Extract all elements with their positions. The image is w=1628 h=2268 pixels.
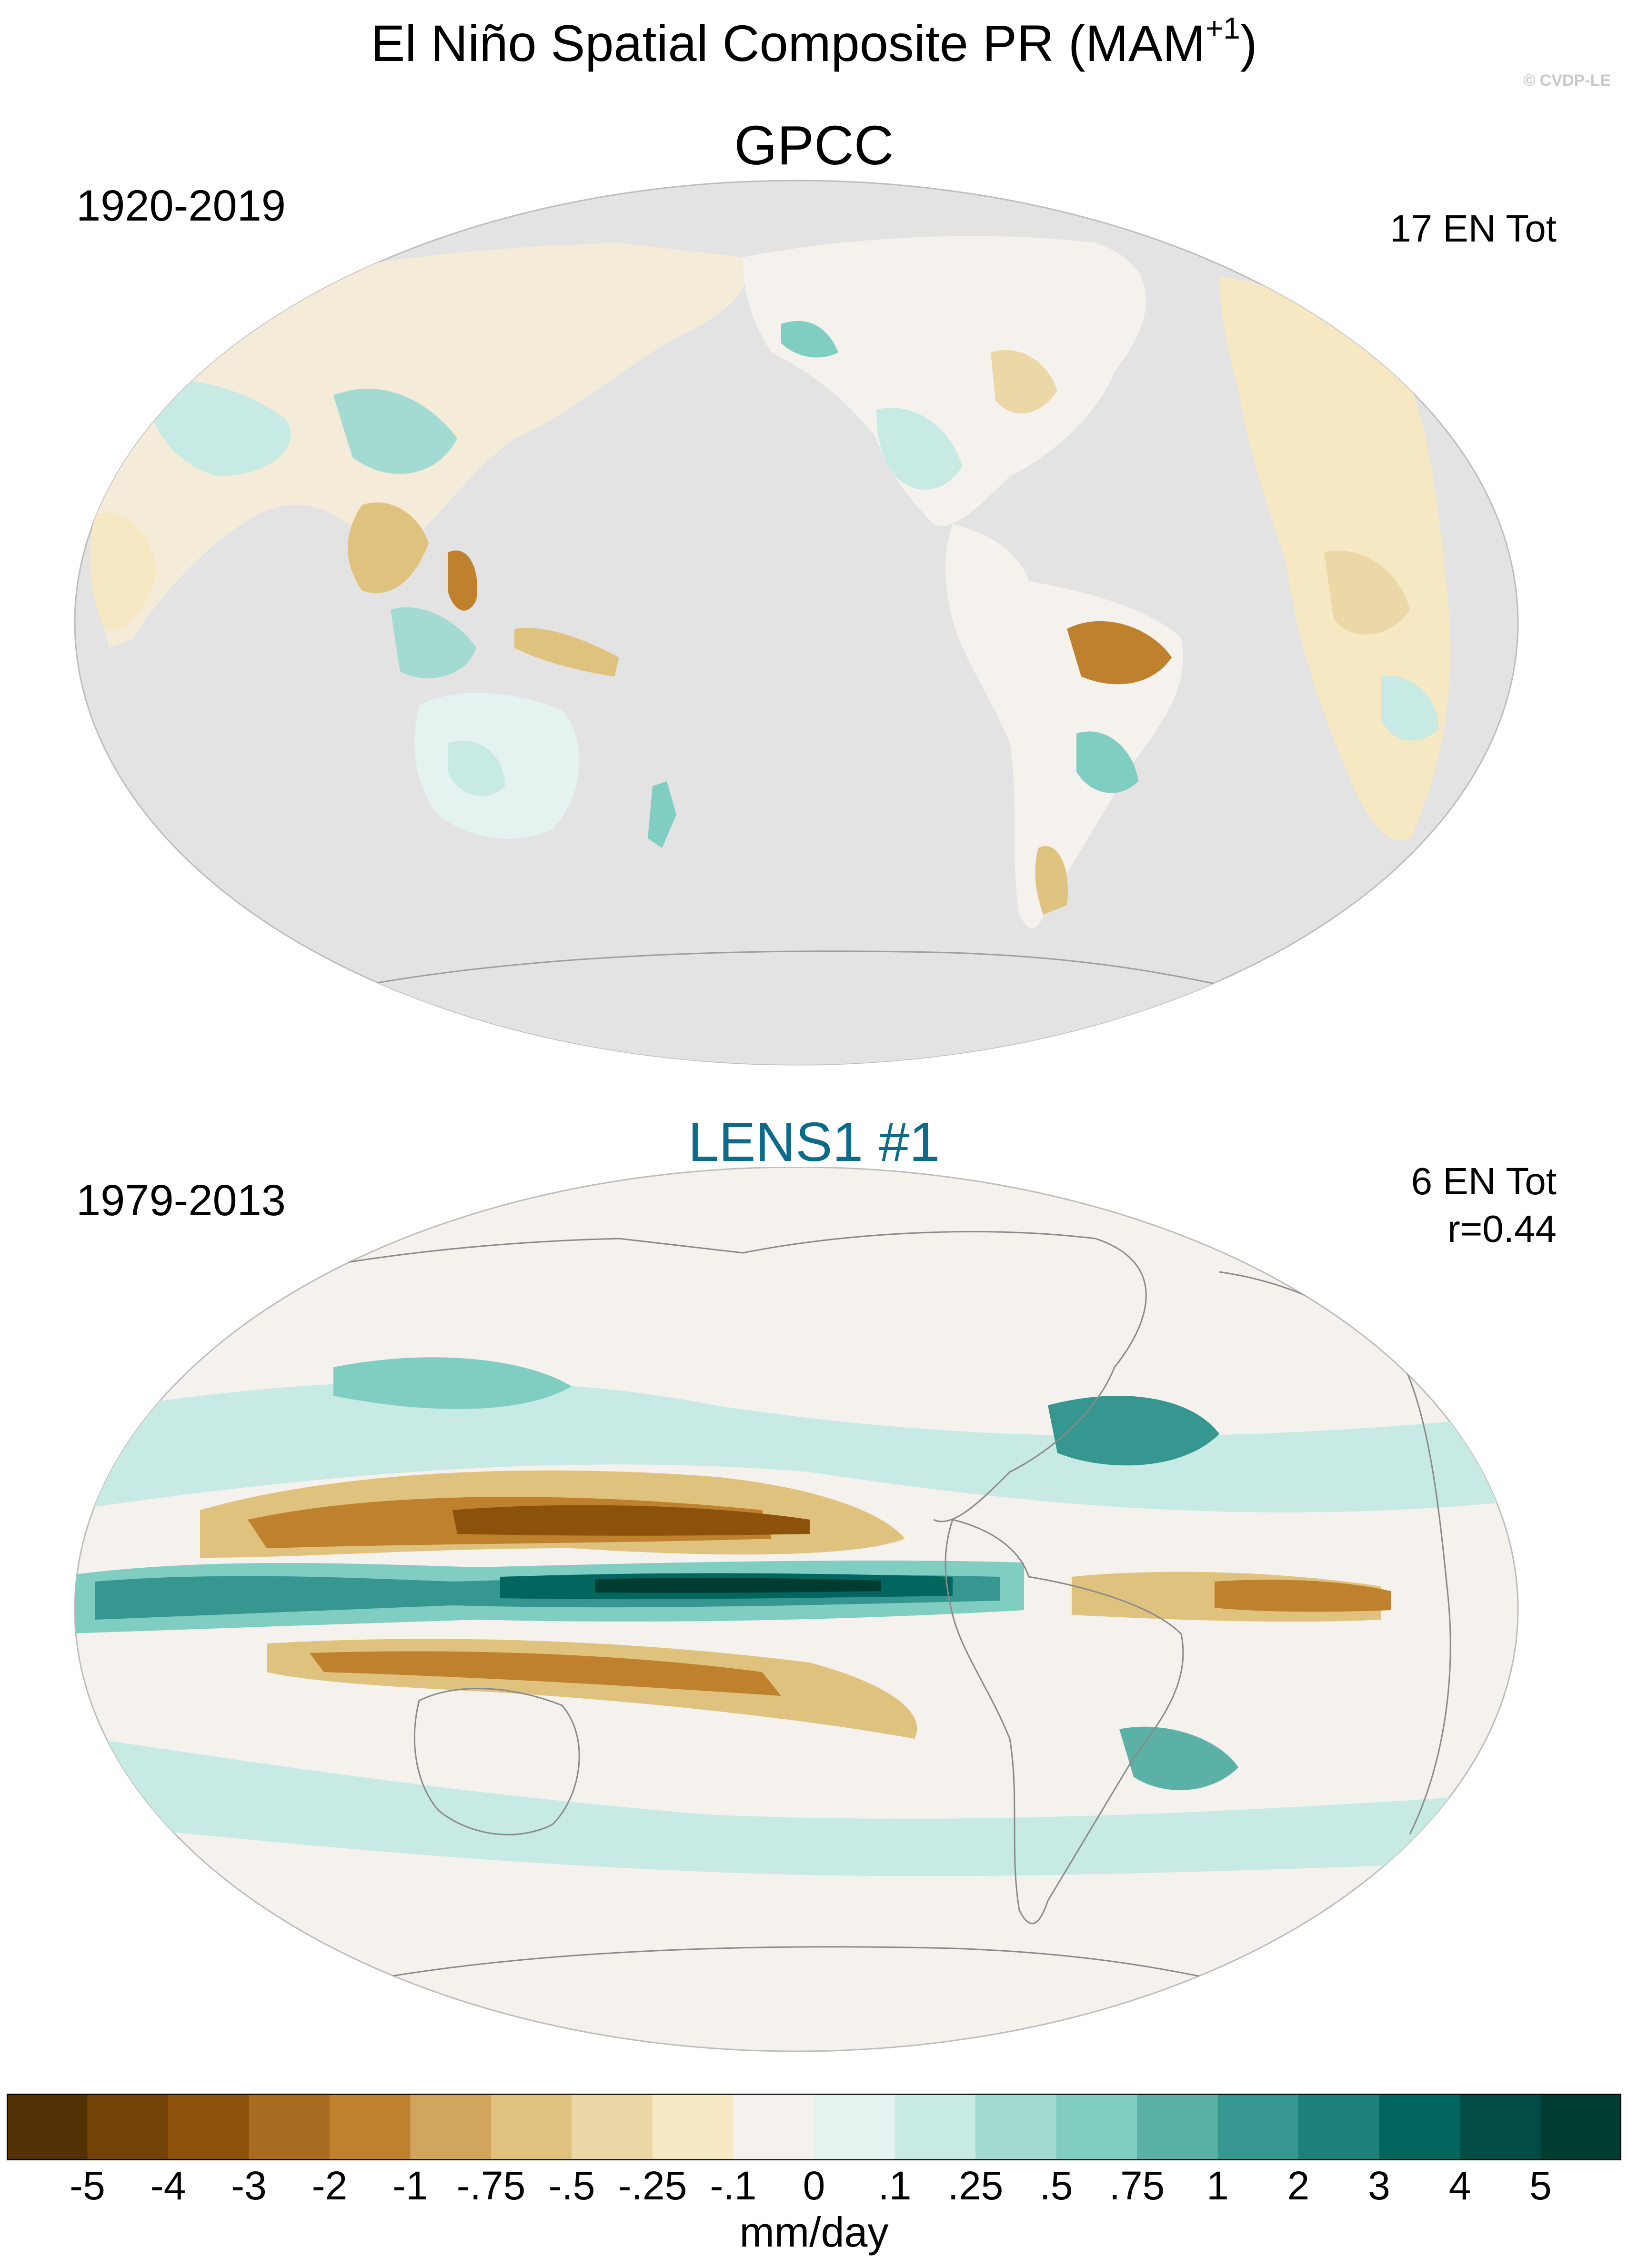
colorbar-tick-label: -.75 [456, 2163, 526, 2208]
colorbar-swatch [975, 2094, 1056, 2160]
colorbar-swatch [1379, 2094, 1460, 2160]
colorbar-tick-label: -.5 [548, 2163, 595, 2208]
colorbar-swatch [491, 2094, 572, 2160]
colorbar-swatch [733, 2094, 814, 2160]
colorbar-swatch [1540, 2094, 1621, 2160]
panel-2-pattern-correlation: r=0.44 [1447, 1208, 1557, 1250]
colorbar-swatch [572, 2094, 653, 2160]
colorbar-tick-label: 4 [1448, 2163, 1471, 2208]
colorbar-labels: -5 -4 -3 -2 -1 -.75 -.5 -.25 -.1 0 .1 .25 .5 .75 1 2 3 4 5 [0, 2163, 1628, 2220]
colorbar-swatch [1298, 2094, 1379, 2160]
colorbar-tick-label: .25 [947, 2163, 1004, 2208]
colorbar-swatch [168, 2094, 249, 2160]
panel-2-en-total: 6 EN Tot [1411, 1160, 1557, 1202]
colorbar-swatch [87, 2094, 169, 2160]
colorbar-swatch [653, 2094, 734, 2160]
panel-2-title: LENS1 #1 [688, 1111, 940, 1173]
panel-1-note: 17 EN Tot [1390, 205, 1557, 252]
colorbar-swatch [249, 2094, 330, 2160]
panel-1-en-total: 17 EN Tot [1390, 207, 1557, 250]
colorbar-swatch [330, 2094, 411, 2160]
colorbar-swatch [814, 2094, 895, 2160]
colorbar-swatch [1460, 2094, 1541, 2160]
colorbar-tick-label: -4 [150, 2163, 186, 2208]
colorbar-swatch [1217, 2094, 1299, 2160]
colorbar-tick-label: -.1 [710, 2163, 757, 2208]
colorbar-tick-label: -1 [392, 2163, 428, 2208]
panel-1-land [90, 236, 1451, 1065]
colorbar-tick-label: .75 [1109, 2163, 1165, 2208]
colorbar-units: mm/day [739, 2208, 889, 2256]
colorbar-tick-label: -3 [231, 2163, 267, 2208]
colorbar-swatch [894, 2094, 976, 2160]
colorbar-tick-label: .5 [1039, 2163, 1073, 2208]
panel-1-title: GPCC [734, 114, 894, 176]
panel-1-map [74, 180, 1519, 1066]
main-title: El Niño Spatial Composite PR (MAM+1) [371, 11, 1257, 72]
colorbar-frame [7, 2094, 1621, 2160]
colorbar-tick-label: 0 [803, 2163, 825, 2208]
colorbar-swatch [1137, 2094, 1218, 2160]
colorbar-tick-label: -5 [70, 2163, 105, 2208]
colorbar-tick-label: 3 [1368, 2163, 1390, 2208]
colorbar-tick-label: .1 [878, 2163, 912, 2208]
panel-2-field [75, 1231, 1518, 1997]
colorbar-tick-label: 5 [1529, 2163, 1552, 2208]
colorbar-tick-label: 1 [1206, 2163, 1229, 2208]
colorbar-tick-label: -2 [312, 2163, 348, 2208]
panel-2-map [74, 1167, 1519, 2052]
colorbar-swatch [410, 2094, 492, 2160]
colorbar [7, 2094, 1621, 2160]
panel-2-period: 1979-2013 [76, 1176, 286, 1225]
colorbar-tick-label: -.25 [618, 2163, 687, 2208]
colorbar-tick-label: 2 [1287, 2163, 1310, 2208]
panel-2-note: 6 EN Tot r=0.44 [1411, 1158, 1557, 1253]
panel-1-period: 1920-2019 [76, 181, 286, 230]
watermark: © CVDP-LE [1523, 71, 1611, 90]
colorbar-swatch [1056, 2094, 1137, 2160]
colorbar-swatch [7, 2094, 88, 2160]
